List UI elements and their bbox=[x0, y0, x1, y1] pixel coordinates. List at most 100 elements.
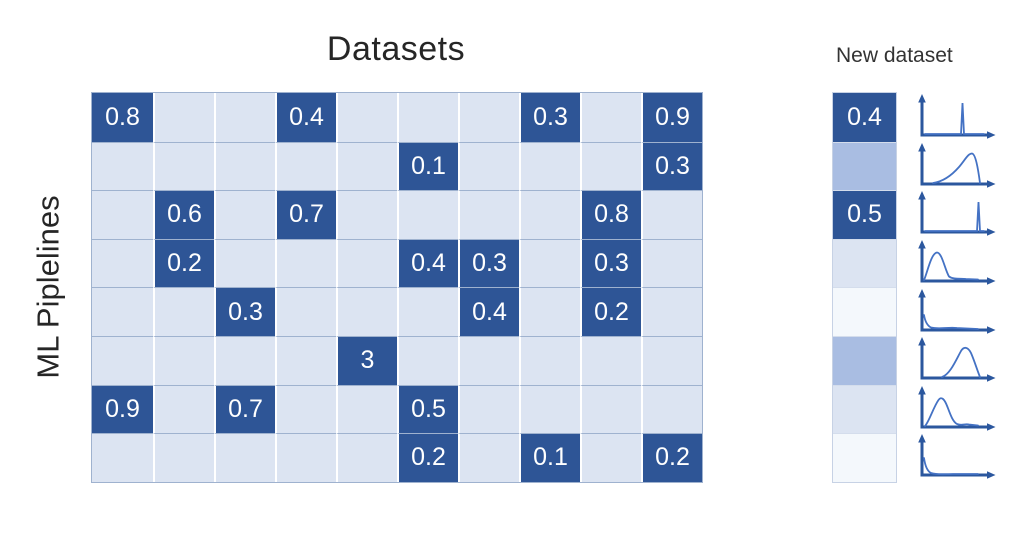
new-dataset-cell bbox=[833, 238, 896, 288]
matrix-cell bbox=[458, 433, 519, 482]
matrix-cell bbox=[275, 141, 336, 191]
x-axis-arrowhead bbox=[987, 228, 996, 237]
matrix-cell: 0.4 bbox=[275, 93, 336, 142]
new-dataset-column: 0.4 0.5 bbox=[832, 92, 897, 483]
matrix-cell: 0.3 bbox=[458, 238, 519, 288]
matrix-cell bbox=[92, 141, 153, 191]
matrix-cell-value: 0.3 bbox=[533, 102, 568, 131]
matrix-cell bbox=[153, 141, 214, 191]
sparkline-row bbox=[914, 92, 1008, 141]
matrix-cell bbox=[336, 433, 397, 482]
matrix-cell bbox=[275, 238, 336, 288]
matrix-cell: 0.4 bbox=[458, 287, 519, 336]
matrix-cell: 0.7 bbox=[214, 384, 275, 434]
new-dataset-label: New dataset bbox=[836, 44, 953, 67]
distribution-decay-icon bbox=[918, 434, 996, 480]
matrix-cell bbox=[641, 190, 702, 239]
matrix-cell-value: 0.3 bbox=[594, 249, 629, 278]
matrix-cell bbox=[214, 190, 275, 239]
matrix-cell bbox=[458, 335, 519, 385]
matrix-cell-value: 0.8 bbox=[594, 200, 629, 229]
matrix-cell bbox=[458, 190, 519, 239]
matrix-cell bbox=[519, 238, 580, 288]
matrix-cell bbox=[458, 141, 519, 191]
distribution-curve bbox=[924, 202, 985, 233]
matrix-cell bbox=[336, 287, 397, 336]
datasets-title: Datasets bbox=[326, 30, 466, 68]
new-dataset-cell bbox=[833, 141, 896, 191]
new-dataset-cell bbox=[833, 287, 896, 336]
matrix-cell bbox=[580, 335, 641, 385]
matrix-cell bbox=[275, 384, 336, 434]
distribution-curve bbox=[932, 152, 981, 184]
matrix-cell bbox=[458, 93, 519, 142]
matrix-cell bbox=[397, 93, 458, 142]
new-dataset-cell: 0.5 bbox=[833, 190, 896, 239]
matrix-cell-value: 0.2 bbox=[167, 249, 202, 278]
y-axis-arrowhead bbox=[918, 94, 926, 103]
matrix-cell bbox=[519, 287, 580, 336]
matrix-cell-value: 0.3 bbox=[228, 297, 263, 326]
matrix-cell bbox=[580, 433, 641, 482]
matrix-cell-value: 0.3 bbox=[655, 151, 690, 180]
matrix-cell bbox=[153, 335, 214, 385]
matrix-cell bbox=[519, 384, 580, 434]
matrix-cell bbox=[275, 287, 336, 336]
matrix-cell-value: 0.5 bbox=[411, 394, 446, 423]
matrix-cell: 0.8 bbox=[580, 190, 641, 239]
distribution-decay-long-tail-icon bbox=[918, 288, 996, 334]
matrix-cell bbox=[519, 335, 580, 385]
matrix-cell: 0.4 bbox=[397, 238, 458, 288]
x-axis-arrowhead bbox=[987, 180, 996, 188]
matrix-cell: 0.5 bbox=[397, 384, 458, 434]
matrix-cell bbox=[336, 384, 397, 434]
matrix-cell: 0.6 bbox=[153, 190, 214, 239]
matrix-cell bbox=[336, 93, 397, 142]
matrix-cell: 0.3 bbox=[519, 93, 580, 142]
pipelines-datasets-matrix: 0.8 0.4 0.3 0.9 0.1 0.3 0.6 0.7 0.8 0.2 0.4 0.3 0.3 0… bbox=[91, 92, 703, 483]
distribution-curve bbox=[924, 103, 985, 136]
matrix-cell bbox=[214, 433, 275, 482]
matrix-cell: 0.1 bbox=[397, 141, 458, 191]
matrix-cell bbox=[92, 238, 153, 288]
y-axis-arrowhead bbox=[918, 385, 926, 395]
matrix-cell bbox=[397, 190, 458, 239]
distribution-narrow-peak-mid-right-icon bbox=[918, 94, 996, 140]
matrix-cell bbox=[153, 287, 214, 336]
matrix-cell bbox=[336, 190, 397, 239]
new-dataset-cell bbox=[833, 335, 896, 385]
y-axis-arrowhead bbox=[918, 240, 926, 249]
matrix-cell bbox=[336, 238, 397, 288]
sparkline-row bbox=[914, 335, 1008, 384]
x-axis-arrowhead bbox=[987, 374, 996, 383]
distribution-right-skewed-peak-icon bbox=[918, 142, 996, 188]
matrix-cell-value: 0.4 bbox=[472, 297, 507, 326]
matrix-cell bbox=[519, 141, 580, 191]
distribution-curve bbox=[923, 251, 979, 281]
new-dataset-cell: 0.4 bbox=[833, 93, 896, 142]
distribution-peak-left-center-icon bbox=[918, 385, 996, 431]
matrix-cell bbox=[214, 141, 275, 191]
distribution-bell-center-right-icon bbox=[918, 337, 996, 383]
matrix-cell bbox=[275, 433, 336, 482]
sparkline-row bbox=[914, 384, 1008, 433]
ml-pipelines-axis-label: ML Piplelines bbox=[6, 92, 92, 481]
matrix-cell bbox=[214, 238, 275, 288]
matrix-cell-value: 0.7 bbox=[289, 200, 324, 229]
matrix-cell-value: 0.8 bbox=[105, 102, 140, 131]
new-dataset-cell-value: 0.4 bbox=[847, 102, 882, 131]
matrix-cell bbox=[519, 190, 580, 239]
matrix-cell: 3 bbox=[336, 335, 397, 385]
matrix-cell bbox=[92, 433, 153, 482]
matrix-cell: 0.9 bbox=[641, 93, 702, 142]
matrix-cell bbox=[641, 335, 702, 385]
matrix-cell: 0.2 bbox=[641, 433, 702, 482]
sparkline-row bbox=[914, 189, 1008, 238]
sparkline-row bbox=[914, 432, 1008, 481]
matrix-cell bbox=[580, 384, 641, 434]
matrix-cell bbox=[641, 287, 702, 336]
distribution-curve bbox=[941, 347, 981, 379]
y-axis-arrowhead bbox=[918, 288, 926, 298]
matrix-cell-value: 0.7 bbox=[228, 394, 263, 423]
matrix-cell-value: 0.9 bbox=[655, 102, 690, 131]
